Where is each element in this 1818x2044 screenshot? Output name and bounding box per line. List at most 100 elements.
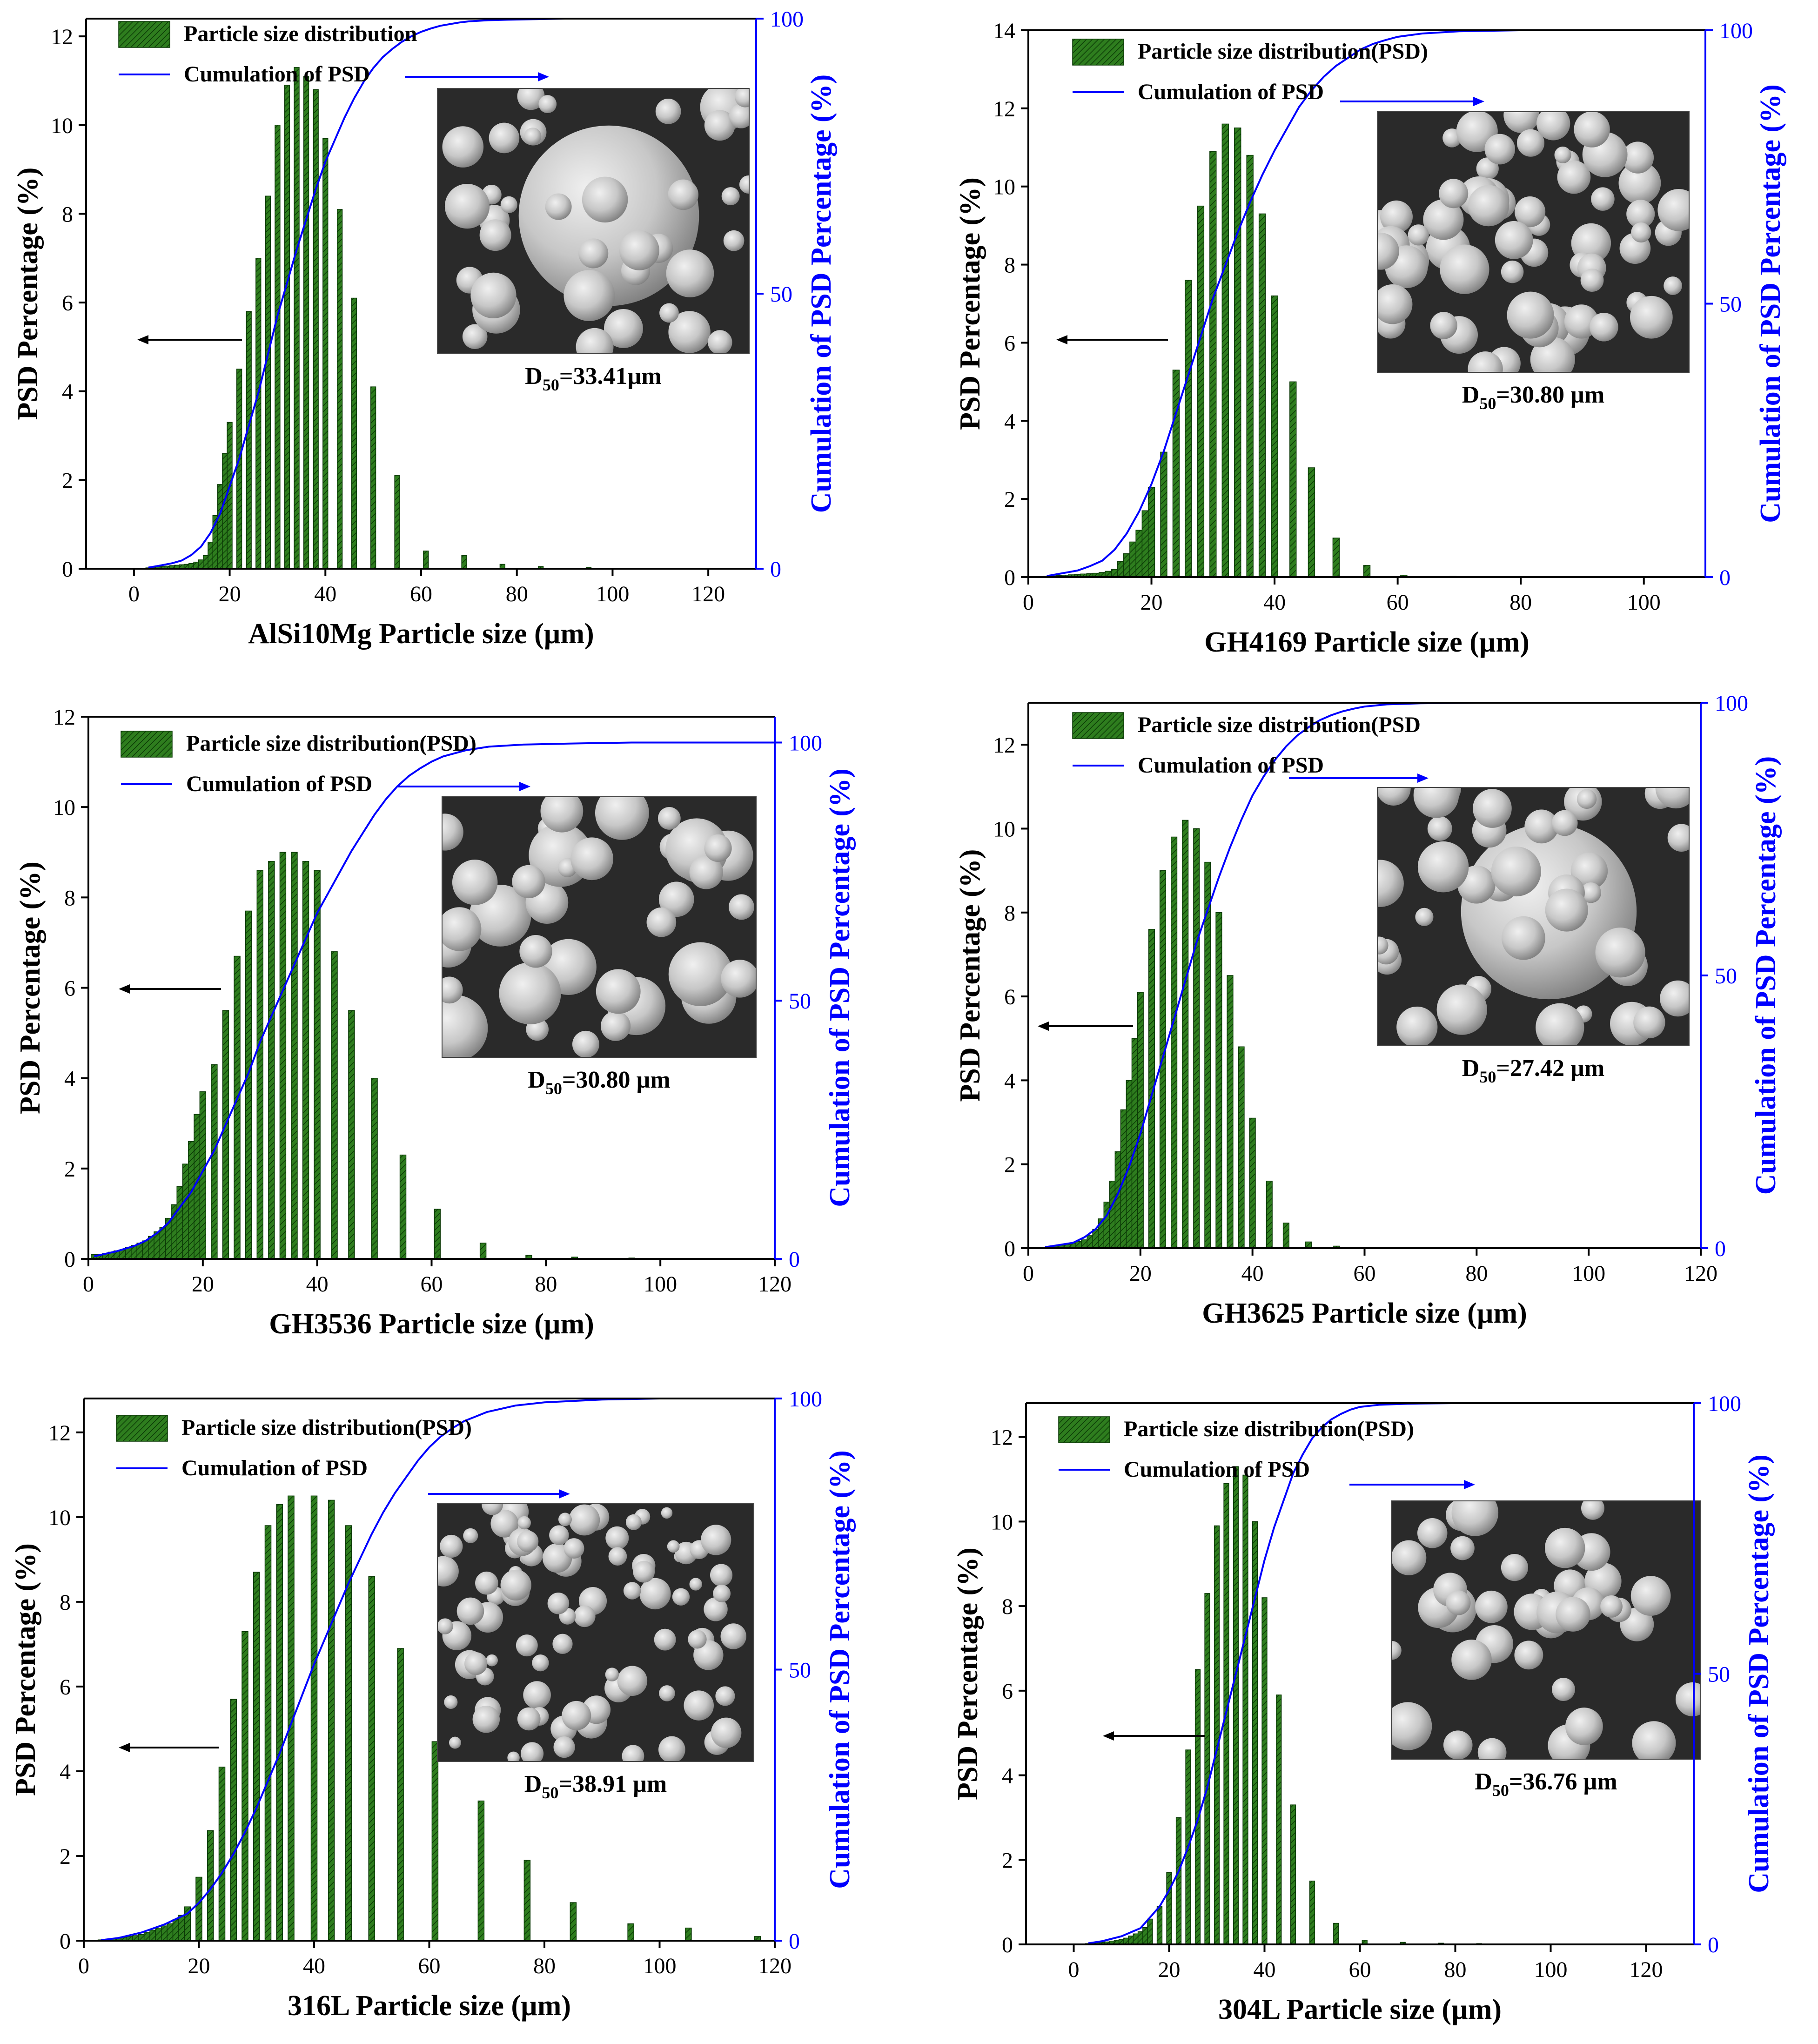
sem-particle (1630, 1576, 1671, 1616)
sem-micrograph-image (1377, 787, 1690, 1046)
psd-bar (161, 1925, 168, 1941)
y-tick-label: 2 (1004, 487, 1015, 512)
sem-particle (475, 1571, 498, 1595)
sem-particle (654, 1628, 676, 1651)
sem-particle (672, 1588, 690, 1606)
sem-particle (668, 179, 699, 210)
legend-psd-swatch (1072, 712, 1124, 739)
sem-particle (449, 1736, 461, 1749)
cumulative-curve (148, 18, 694, 569)
d50-label: D50=30.80 µm (1462, 382, 1604, 413)
x-tick-label: 100 (1572, 1261, 1605, 1286)
psd-bar (1147, 487, 1155, 578)
right-arrow-head (1473, 97, 1484, 106)
sem-particle (729, 894, 754, 920)
sem-particle (462, 324, 488, 350)
sem-particle (1501, 1554, 1529, 1581)
sem-particle (657, 807, 681, 830)
psd-bar (348, 1010, 355, 1259)
sem-particle (1580, 882, 1602, 903)
sem-particle (549, 1525, 569, 1545)
psd-bar (1261, 1597, 1268, 1945)
sem-particle (667, 1540, 680, 1553)
y-tick-label: 12 (51, 25, 73, 49)
sem-particle (1660, 980, 1689, 1017)
x-axis-title: 316L Particle size (µm) (288, 1990, 571, 2022)
sem-particle (721, 960, 756, 998)
psd-bar (1109, 1181, 1116, 1249)
x-tick-label: 60 (418, 1954, 441, 1978)
sem-particle (1484, 134, 1516, 165)
psd-bar (227, 422, 233, 569)
psd-bar (1135, 530, 1143, 578)
left-arrow-head (1056, 335, 1067, 344)
y2-tick-label: 0 (789, 1247, 800, 1272)
sem-particle (1380, 200, 1413, 233)
psd-bar (570, 1902, 577, 1941)
psd-bar (242, 1631, 248, 1941)
x-tick-label: 20 (1158, 1957, 1181, 1982)
sem-particle (1451, 1640, 1492, 1680)
psd-bar (1087, 1235, 1093, 1249)
psd-bar (1282, 1223, 1289, 1249)
x-tick-label: 40 (1241, 1261, 1264, 1286)
cumulative-curve (1047, 29, 1705, 577)
psd-bar (310, 1495, 318, 1941)
psd-bar (1182, 820, 1189, 1249)
sem-particle (572, 1030, 599, 1057)
psd-bar (1123, 553, 1131, 578)
d50-subscript: 50 (545, 1079, 562, 1098)
sem-particle (1631, 222, 1651, 243)
y2-axis-title: Cumulation of PSD Percentage (%) (1743, 1454, 1775, 1893)
sem-particles (1377, 112, 1689, 372)
sem-particle (558, 1513, 572, 1526)
sem-particle (500, 196, 517, 213)
sem-particle (1632, 1721, 1676, 1759)
sem-particle (532, 1654, 549, 1672)
x-tick-label: 60 (1354, 1261, 1376, 1286)
y-tick-label: 0 (1002, 1933, 1013, 1957)
right-arrow-head (538, 72, 549, 81)
sem-particle (1590, 312, 1618, 342)
sem-particle (442, 814, 463, 851)
psd-bar (1215, 912, 1222, 1249)
sem-particle (1473, 789, 1512, 828)
x-tick-label: 80 (533, 1954, 556, 1978)
sem-particle (1396, 1006, 1438, 1046)
x-tick-label: 80 (535, 1272, 557, 1297)
sem-particles (442, 88, 749, 354)
d50-subscript: 50 (542, 1783, 558, 1802)
x-tick-label: 40 (303, 1954, 325, 1978)
psd-bar (246, 311, 252, 569)
sem-particle (1377, 860, 1404, 907)
sem-particle (442, 126, 484, 168)
y-tick-label: 8 (1002, 1594, 1013, 1619)
sem-particle (1595, 928, 1645, 978)
psd-bar (1123, 1937, 1129, 1945)
sem-particle (1495, 221, 1533, 259)
sem-frame (1391, 1500, 1701, 1760)
d50-value: =36.76 µm (1509, 1768, 1617, 1795)
y-axis-title: PSD Percentage (%) (14, 861, 46, 1114)
sem-particle (655, 99, 681, 124)
y2-tick-label: 50 (1719, 292, 1742, 317)
sem-particle (1391, 1540, 1427, 1575)
psd-bar (294, 67, 300, 569)
y-tick-label: 4 (64, 1067, 75, 1091)
sem-particle (1524, 809, 1559, 844)
sem-particle (479, 219, 511, 251)
psd-bar (217, 484, 223, 569)
psd-bar (1128, 1936, 1134, 1945)
sem-particle (1536, 112, 1570, 141)
sem-particle (582, 176, 628, 223)
sem-particle (1657, 188, 1689, 231)
psd-bar (1171, 836, 1178, 1249)
sem-frame (437, 1503, 754, 1762)
sem-particle (547, 1592, 570, 1614)
y2-tick-label: 50 (789, 989, 811, 1014)
x-tick-label: 120 (758, 1272, 792, 1297)
y-tick-label: 0 (62, 557, 73, 582)
sem-particle (538, 95, 557, 114)
y-tick-label: 4 (62, 380, 73, 404)
